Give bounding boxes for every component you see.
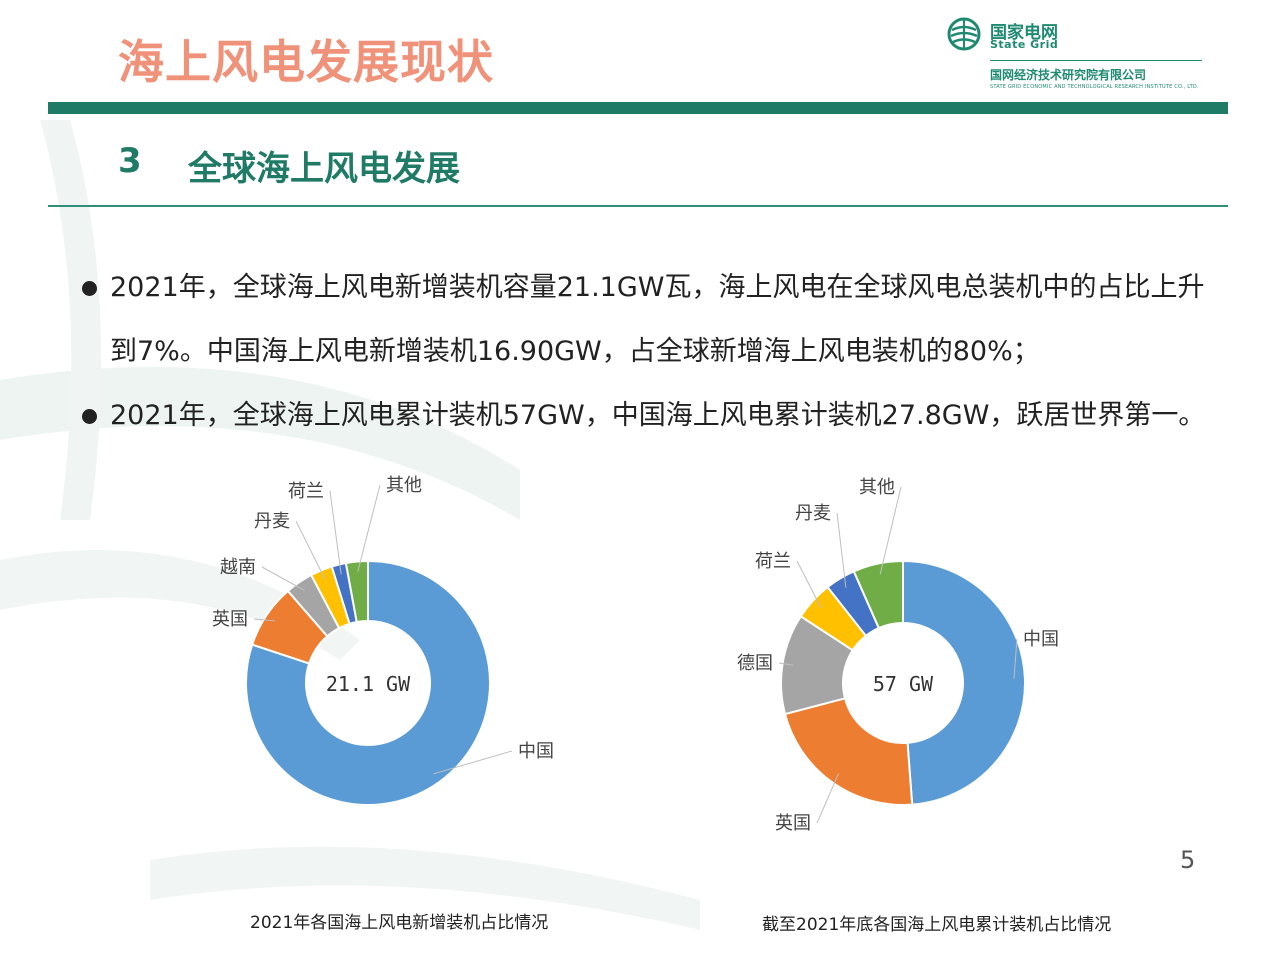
- donut-slice-0-5: [344, 559, 369, 624]
- leader-line-0-2: [261, 566, 305, 592]
- donut-center-label-0: 21.1 GW: [326, 672, 411, 696]
- institute-name-en: STATE GRID ECONOMIC AND TECHNOLOGICAL RE…: [990, 84, 1199, 90]
- slice-label-0-0: 中国: [518, 741, 554, 762]
- slice-label-1-0: 中国: [1023, 629, 1059, 650]
- leader-line-1-4: [836, 512, 847, 588]
- section-number: 3: [118, 141, 142, 181]
- bullet-dot-icon: [82, 281, 97, 296]
- logo-name-cn: 国家电网: [990, 23, 1058, 43]
- leader-line-0-1: [253, 618, 275, 622]
- section-divider: [48, 205, 1228, 207]
- slice-label-1-2: 德国: [737, 653, 773, 674]
- logo-name-en: State Grid: [990, 38, 1059, 51]
- chart-caption-cumulative: 截至2021年底各国海上风电累计装机占比情况: [762, 915, 1112, 935]
- slice-label-1-5: 其他: [859, 477, 895, 498]
- donut-slice-1-1: [783, 697, 914, 806]
- leader-line-1-1: [816, 773, 840, 824]
- bullet-item: 2021年，全球海上风电新增装机容量21.1GW瓦，海上风电在全球风电总装机中的…: [80, 256, 1220, 384]
- bullet-text: 2021年，全球海上风电累计装机57GW，中国海上风电累计装机27.8GW，跃居…: [110, 400, 1206, 431]
- slice-label-0-3: 丹麦: [254, 511, 290, 532]
- page-title: 海上风电发展现状: [118, 35, 494, 89]
- bullet-list: 2021年，全球海上风电新增装机容量21.1GW瓦，海上风电在全球风电总装机中的…: [80, 256, 1220, 448]
- slice-label-0-2: 越南: [220, 557, 256, 578]
- state-grid-logo: 国家电网 State Grid 国网经济技术研究院有限公司 STATE GRID…: [946, 14, 1206, 94]
- donut-slice-1-0: [902, 559, 1026, 806]
- donut-chart-new-installations: 中国 英国 越南 丹麦 荷兰 其他 21.1 GW: [212, 475, 554, 806]
- page-number: 5: [1180, 846, 1196, 874]
- slice-label-1-1: 英国: [775, 813, 811, 834]
- leader-line-0-5: [357, 484, 381, 572]
- slice-label-0-1: 英国: [212, 609, 248, 630]
- donut-slice-1-5: [852, 559, 904, 630]
- chart-caption-new: 2021年各国海上风电新增装机占比情况: [250, 913, 549, 933]
- slice-label-0-5: 其他: [386, 475, 422, 496]
- logo-divider: [990, 60, 1202, 61]
- leader-line-0-0: [433, 750, 513, 775]
- bullet-text: 2021年，全球海上风电新增装机容量21.1GW瓦，海上风电在全球风电总装机中的…: [110, 272, 1205, 367]
- bullet-item: 2021年，全球海上风电累计装机57GW，中国海上风电累计装机27.8GW，跃居…: [80, 384, 1220, 448]
- leader-line-0-4: [329, 490, 342, 575]
- slice-label-0-4: 荷兰: [288, 481, 324, 502]
- bullet-dot-icon: [82, 409, 97, 424]
- slice-label-1-3: 荷兰: [755, 551, 791, 572]
- slice-label-1-4: 丹麦: [795, 503, 831, 524]
- leader-line-1-3: [796, 560, 822, 609]
- section-title: 全球海上风电发展: [188, 149, 460, 189]
- leader-line-0-3: [295, 520, 326, 580]
- donut-slice-0-0: [245, 559, 491, 806]
- leader-line-1-0: [1013, 638, 1018, 679]
- header-band: [48, 102, 1228, 114]
- state-grid-emblem-icon: [947, 17, 981, 51]
- leader-line-1-5: [879, 486, 902, 575]
- leader-line-1-2: [778, 662, 794, 666]
- donut-center-label-1: 57 GW: [873, 672, 934, 696]
- institute-name-cn: 国网经济技术研究院有限公司: [990, 68, 1147, 82]
